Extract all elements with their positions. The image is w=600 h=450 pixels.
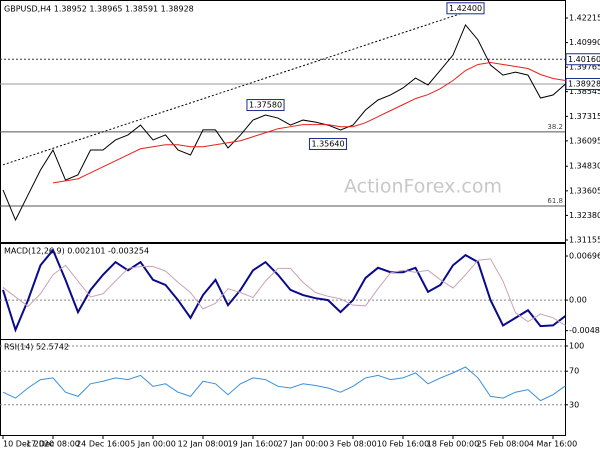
annotation-box: [565, 53, 600, 66]
x-tick-label: 27 Jan 00:00: [278, 440, 329, 449]
y-tick-label: 1.39765: [569, 63, 600, 72]
y-tick-label: 70: [569, 367, 579, 376]
y-tick-label: -0.004826: [569, 326, 600, 335]
y-tick-label: 1.33605: [569, 186, 600, 195]
annotation-label: 1.42400: [449, 4, 482, 13]
macd-title: MACD(12,26,9) 0.002101 -0.003254: [4, 247, 149, 256]
watermark: ActionForex.com: [344, 176, 502, 198]
annotation-label: 1.35640: [311, 139, 344, 148]
fib-label: 61.8: [547, 197, 563, 205]
annotation-box: [246, 99, 285, 112]
y-tick-label: 0.00696: [569, 252, 600, 261]
x-tick-label: 10 Dec 2020: [3, 440, 54, 449]
series-line: [2, 23, 566, 222]
x-tick-label: 3 Feb 08:00: [329, 440, 376, 449]
y-tick-label: 0.00: [569, 296, 587, 305]
annotation-box: [308, 137, 348, 150]
x-tick-label: 10 Feb 16:00: [377, 440, 429, 449]
series-line: [2, 258, 566, 326]
x-tick-label: 24 Dec 16:00: [76, 440, 130, 449]
annotation-box: [565, 77, 600, 90]
x-tick-label: 4 Mar 16:00: [529, 440, 577, 449]
series-line: [52, 61, 566, 184]
fib-label: 38.2: [547, 123, 563, 131]
price-title: GBPUSD,H4 1.38952 1.38965 1.38591 1.3892…: [4, 5, 194, 14]
rsi-panel: [0, 339, 566, 436]
trendline: [2, 11, 466, 166]
annotation-label: 1.38928: [568, 79, 600, 88]
y-tick-label: 1.32380: [569, 211, 600, 220]
y-tick-label: 1.37315: [569, 112, 600, 121]
x-tick-label: 18 Feb 00:00: [427, 440, 479, 449]
x-tick-label: 12 Jan 08:00: [178, 440, 229, 449]
y-tick-label: 1.42215: [569, 14, 600, 23]
x-tick-label: 25 Feb 08:00: [477, 440, 529, 449]
y-tick-label: 30: [569, 400, 579, 409]
y-tick-label: 1.34830: [569, 162, 600, 171]
y-tick-label: 1.36095: [569, 136, 600, 145]
x-tick-label: 5 Jan 00:00: [130, 440, 176, 449]
series-line: [2, 366, 566, 402]
y-tick-label: 1.31155: [569, 235, 600, 244]
x-tick-label: 19 Jan 16:00: [228, 440, 279, 449]
annotation-box: [446, 2, 485, 15]
y-tick-label: 1.40990: [569, 38, 600, 47]
series-line: [2, 248, 567, 333]
y-tick-label: 100: [569, 342, 584, 351]
macd-panel: [0, 243, 566, 340]
annotation-label: 1.37580: [249, 101, 282, 110]
price-panel: [0, 0, 566, 243]
y-tick-label: 1.38545: [569, 87, 600, 96]
rsi-title: RSI(14) 52.5742: [4, 343, 69, 352]
x-tick-label: 17 Dec 08:00: [26, 440, 80, 449]
annotation-label: 1.40160: [568, 55, 600, 64]
